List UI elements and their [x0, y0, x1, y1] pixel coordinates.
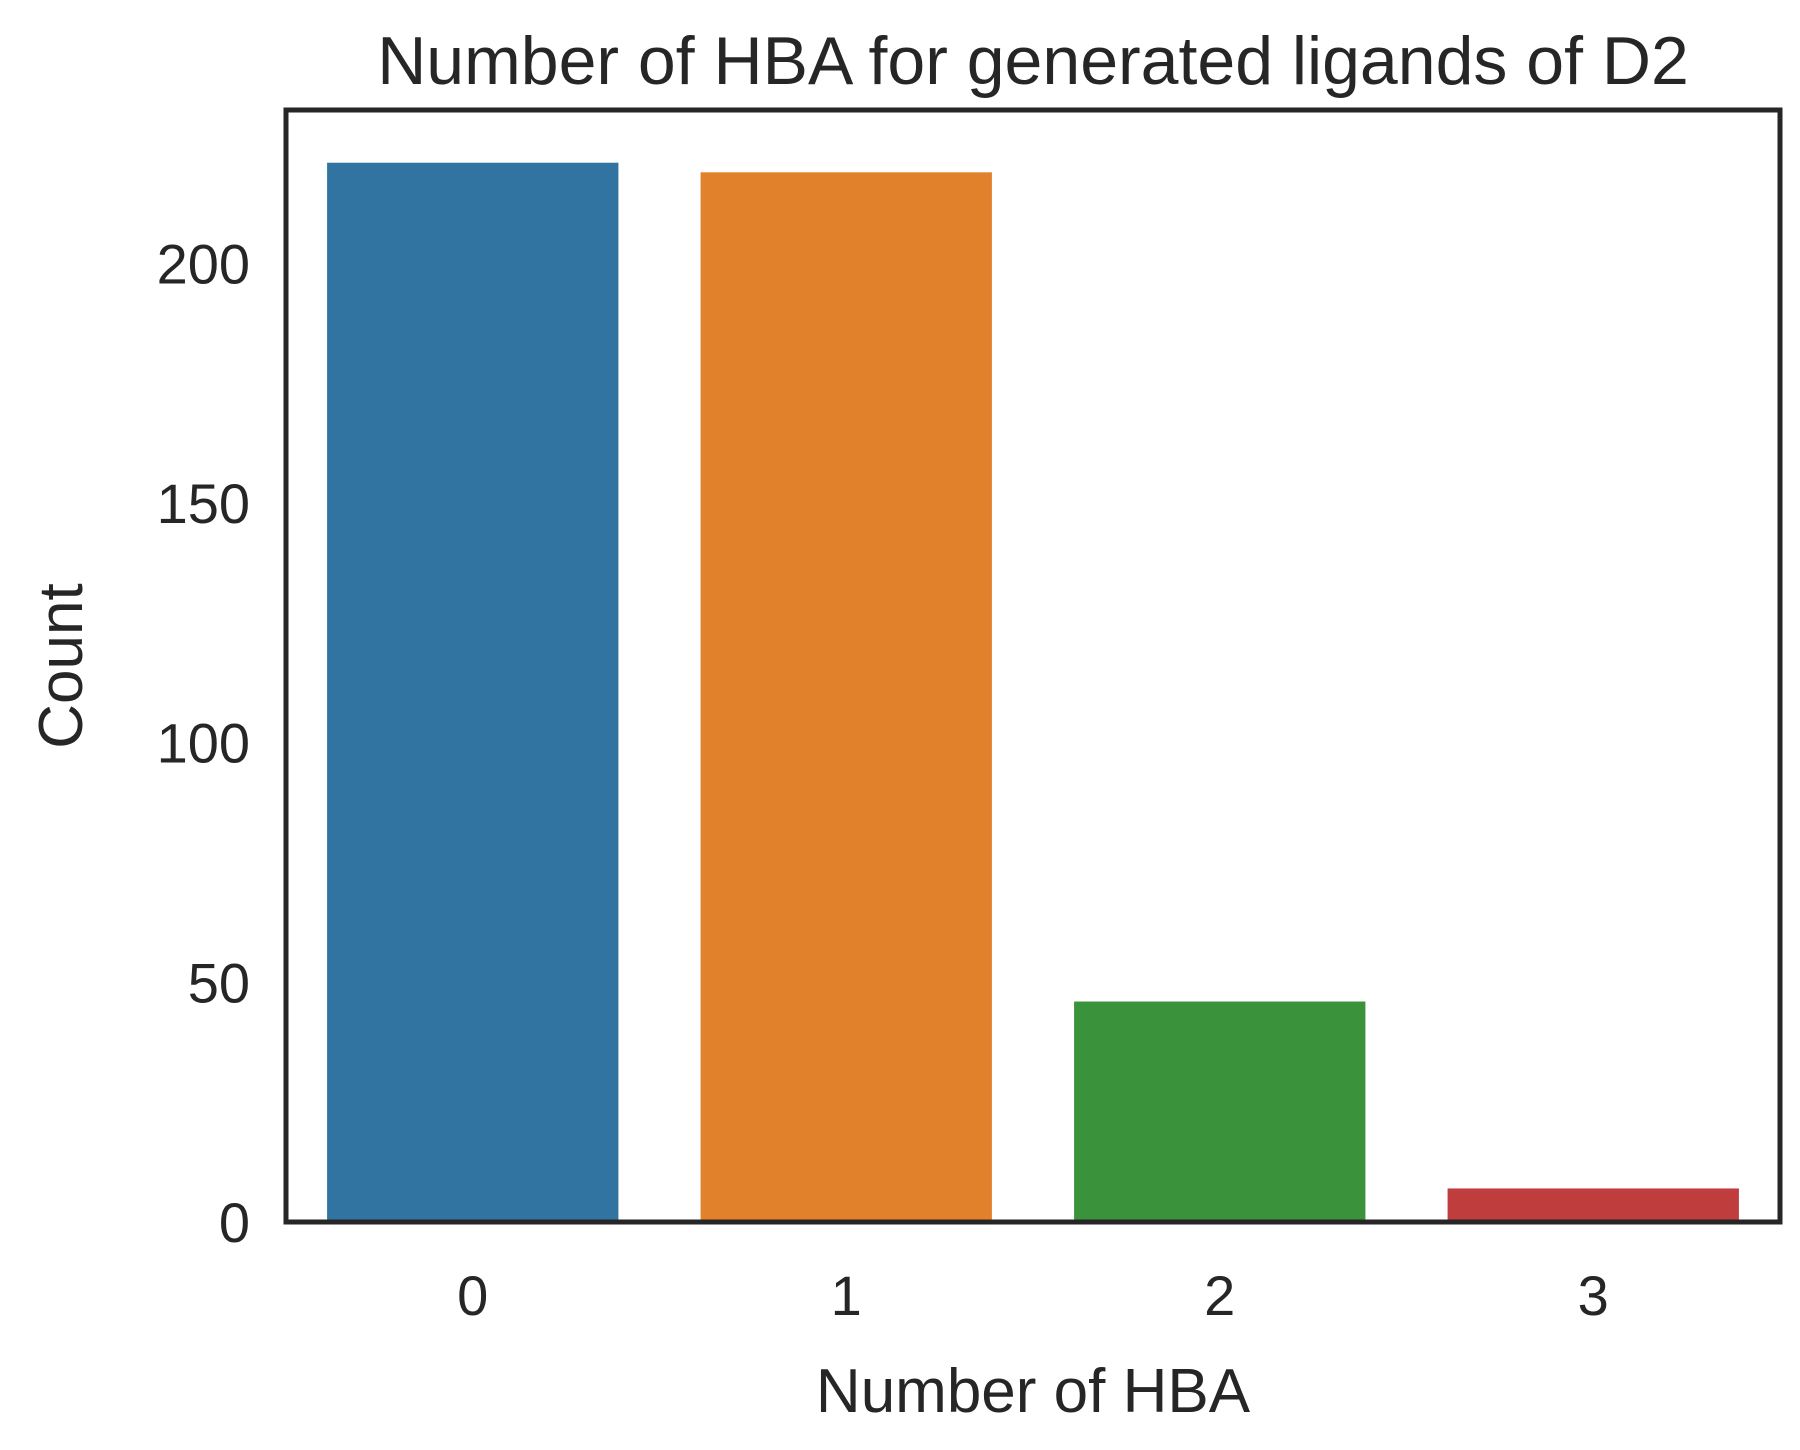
y-axis-ticks: 0 50 100 150 200 [157, 232, 250, 1254]
x-tick-label: 0 [457, 1264, 488, 1327]
bar-1 [700, 172, 992, 1223]
x-axis-label: Number of HBA [816, 1357, 1251, 1426]
y-tick-label: 100 [157, 712, 250, 775]
x-tick-label: 2 [1204, 1264, 1235, 1327]
y-axis-label: Count [27, 583, 96, 748]
y-tick-label: 50 [188, 951, 250, 1014]
x-axis-ticks: 0 1 2 3 [457, 1264, 1609, 1327]
plot-frame [283, 107, 1783, 1225]
bar-0 [327, 162, 619, 1223]
y-tick-label: 0 [219, 1191, 250, 1254]
chart-title: Number of HBA for generated ligands of D… [377, 23, 1689, 99]
x-tick-label: 3 [1578, 1264, 1609, 1327]
x-tick-label: 1 [831, 1264, 862, 1327]
y-tick-label: 200 [157, 232, 250, 295]
y-tick-label: 150 [157, 472, 250, 535]
bar-3 [1447, 1188, 1739, 1222]
bar-2 [1074, 1001, 1366, 1222]
bars-layer [327, 162, 1739, 1223]
